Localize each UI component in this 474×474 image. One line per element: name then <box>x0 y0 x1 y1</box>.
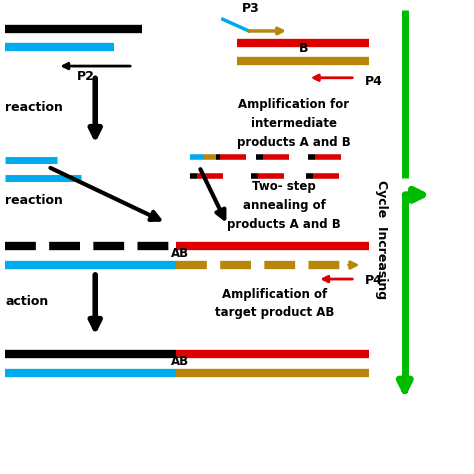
Text: target product AB: target product AB <box>215 307 335 319</box>
Text: Cycle  Increasing: Cycle Increasing <box>374 180 388 299</box>
Text: Amplification for: Amplification for <box>238 98 349 111</box>
Text: P2: P2 <box>77 70 95 83</box>
Text: AB: AB <box>171 247 189 260</box>
Text: annealing of: annealing of <box>243 199 326 212</box>
Text: reaction: reaction <box>5 100 64 114</box>
Text: products A and B: products A and B <box>237 136 351 149</box>
Text: B: B <box>299 42 308 55</box>
Text: Two- step: Two- step <box>252 180 316 193</box>
Text: action: action <box>5 295 49 308</box>
Text: AB: AB <box>171 355 189 368</box>
Text: Amplification of: Amplification of <box>222 288 328 301</box>
Text: products A and B: products A and B <box>228 218 341 230</box>
Text: intermediate: intermediate <box>251 117 337 130</box>
Text: P4: P4 <box>365 273 383 287</box>
Text: P4: P4 <box>365 75 383 88</box>
Text: P3: P3 <box>242 2 260 15</box>
Text: reaction: reaction <box>5 194 64 207</box>
